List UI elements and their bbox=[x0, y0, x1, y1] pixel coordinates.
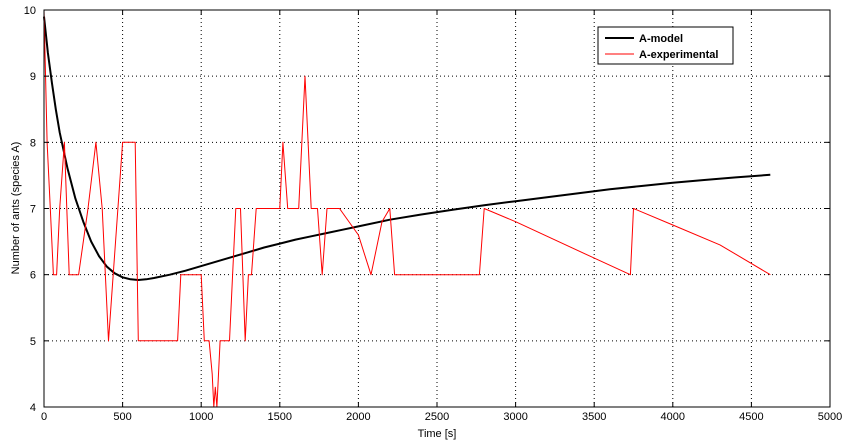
y-tick-label: 6 bbox=[30, 270, 36, 282]
y-tick-label: 10 bbox=[24, 5, 36, 17]
x-tick-label: 2500 bbox=[425, 411, 449, 423]
legend-label-a-experimental: A-experimental bbox=[639, 49, 718, 61]
x-tick-label: 3000 bbox=[503, 411, 527, 423]
x-axis-label: Time [s] bbox=[418, 428, 457, 440]
y-axis-label: Number of ants (species A) bbox=[10, 142, 22, 275]
series-line-a-model bbox=[43, 16, 771, 281]
y-tick-label: 9 bbox=[30, 71, 36, 83]
x-tick-label: 4500 bbox=[739, 411, 763, 423]
y-tick-label: 4 bbox=[30, 402, 36, 414]
x-tick-label: 2000 bbox=[346, 411, 370, 423]
x-tick-label: 1500 bbox=[268, 411, 292, 423]
legend: A-model A-experimental bbox=[597, 26, 734, 65]
legend-label-a-model: A-model bbox=[639, 33, 683, 45]
x-tick-label: 4000 bbox=[661, 411, 685, 423]
x-tick-label: 500 bbox=[113, 411, 131, 423]
x-tick-label: 5000 bbox=[818, 411, 842, 423]
series-layer bbox=[43, 9, 771, 408]
legend-box bbox=[597, 26, 734, 65]
x-tick-label: 0 bbox=[41, 411, 47, 423]
axis-ticks: 0 500 1000 1500 2000 2500 3000 3500 4000 4500 5000… bbox=[24, 5, 842, 423]
series-line-a-experimental bbox=[43, 9, 771, 408]
y-tick-label: 8 bbox=[30, 137, 36, 149]
x-tick-label: 1000 bbox=[189, 411, 213, 423]
x-tick-label: 3500 bbox=[582, 411, 606, 423]
y-tick-label: 7 bbox=[30, 204, 36, 216]
y-tick-label: 5 bbox=[30, 336, 36, 348]
